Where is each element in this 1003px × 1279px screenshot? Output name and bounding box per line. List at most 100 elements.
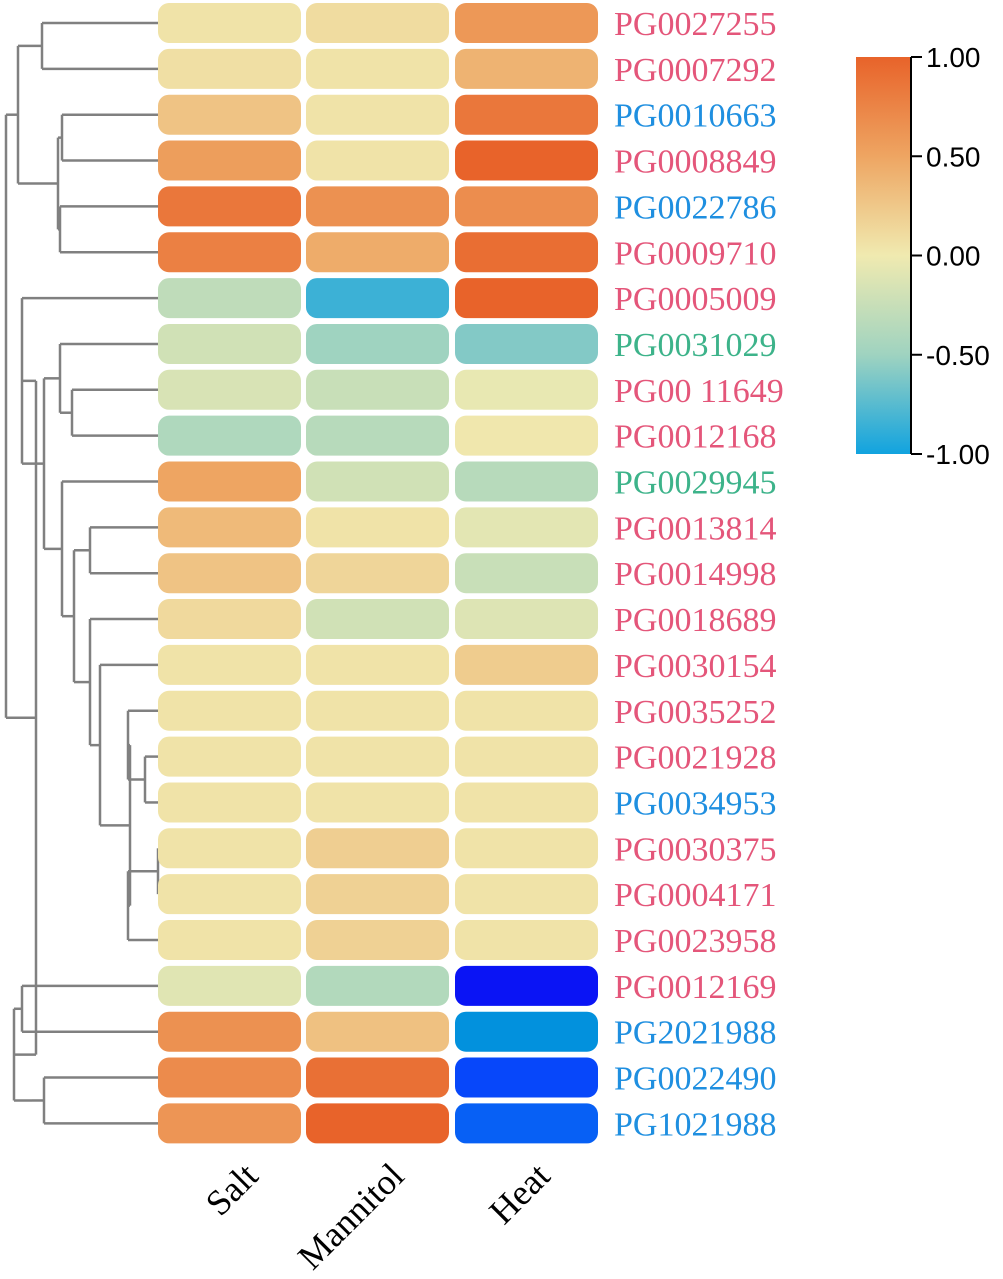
heatmap-cell (158, 461, 301, 502)
heatmap-cell (455, 94, 598, 135)
heatmap-cell (455, 278, 598, 319)
heatmap-cell (306, 3, 449, 43)
heatmap-cell (455, 48, 598, 89)
heatmap-cell (306, 690, 449, 731)
colorbar-tick-label: -1.00 (926, 439, 990, 470)
heatmap-cell (158, 3, 301, 43)
heatmap-cell (158, 507, 301, 548)
column-label-mannitol: Mannitol (290, 1155, 412, 1277)
heatmap-cell (158, 782, 301, 823)
gene-label: PG0027255 (614, 6, 776, 43)
gene-label: PG0021928 (614, 740, 776, 777)
heatmap-cell (158, 965, 301, 1006)
heatmap-cell (306, 553, 449, 594)
gene-label: PG0010663 (614, 98, 776, 135)
gene-label: PG0005009 (614, 281, 776, 318)
heatmap-cell (306, 461, 449, 502)
heatmap-cell (455, 690, 598, 731)
gene-label: PG0008849 (614, 144, 776, 181)
heatmap-cell (158, 278, 301, 319)
heatmap-cell (455, 186, 598, 227)
column-labels: Salt Mannitol Heat (198, 1155, 558, 1277)
heatmap-cell (306, 186, 449, 227)
heatmap-cell (158, 874, 301, 915)
heatmap-cell (158, 140, 301, 181)
gene-label: PG0031029 (614, 327, 776, 364)
heatmap-cell (455, 965, 598, 1006)
heatmap-cell (455, 1057, 598, 1098)
heatmap-cell (158, 369, 301, 410)
heatmap-cell (306, 1103, 449, 1144)
gene-label: PG0023958 (614, 923, 776, 960)
heatmap-cell (455, 507, 598, 548)
heatmap-cell (455, 828, 598, 869)
heatmap-cell (306, 599, 449, 640)
heatmap-cell (306, 140, 449, 181)
column-label-salt: Salt (198, 1155, 266, 1223)
heatmap-cell (158, 553, 301, 594)
heatmap-cell (158, 48, 301, 89)
heatmap-cell (306, 48, 449, 89)
heatmap-cell (455, 1103, 598, 1144)
heatmap-cell (455, 323, 598, 364)
heatmap-cell (455, 1011, 598, 1052)
gene-labels: PG0027255 PG0007292 PG0010663 PG0008849 PG00… (614, 6, 784, 1143)
gene-label: PG0018689 (614, 602, 776, 639)
heatmap-cell (158, 920, 301, 960)
colorbar-tick-label: -0.50 (926, 340, 990, 371)
heatmap-cell (306, 415, 449, 456)
heatmap-cell (158, 415, 301, 456)
heatmap-cell (455, 782, 598, 823)
heatmap-cell (158, 232, 301, 273)
heatmap-cell (306, 1057, 449, 1098)
heatmap-cell (158, 828, 301, 869)
heatmap-cells (158, 3, 598, 1144)
heatmap-cell (455, 232, 598, 273)
heatmap-cell (306, 507, 449, 548)
gene-label: PG0030154 (614, 648, 776, 685)
heatmap-cell (306, 369, 449, 410)
heatmap-cell (306, 736, 449, 777)
gene-label: PG0022490 (614, 1061, 776, 1098)
heatmap-cell (306, 644, 449, 685)
heatmap-cell (306, 782, 449, 823)
heatmap-cell (306, 278, 449, 319)
gene-label: PG0035252 (614, 694, 776, 731)
gene-label: PG0004171 (614, 877, 776, 914)
heatmap-cell (158, 186, 301, 227)
gene-label: PG0034953 (614, 785, 776, 822)
row-dendrogram (4, 21, 160, 1125)
heatmap-cell (455, 553, 598, 594)
heatmap-cell (306, 828, 449, 869)
gene-label: PG0013814 (614, 510, 776, 547)
heatmap-cell (158, 1011, 301, 1052)
gene-label: PG2021988 (614, 1015, 776, 1052)
gene-label: PG0012169 (614, 969, 776, 1006)
heatmap-cell (306, 1011, 449, 1052)
heatmap-cell (455, 644, 598, 685)
color-legend: 1.00 0.50 0.00 -0.50 -1.00 (856, 42, 990, 470)
gene-label: PG0007292 (614, 52, 776, 89)
colorbar-gradient (856, 57, 911, 454)
heatmap-cell (158, 599, 301, 640)
gene-label: PG0014998 (614, 556, 776, 593)
heatmap-cell (158, 323, 301, 364)
heatmap-cell (455, 920, 598, 960)
heatmap-cell (455, 3, 598, 43)
gene-label: PG0009710 (614, 235, 776, 272)
heatmap-cell (158, 1103, 301, 1144)
heatmap-cell (158, 94, 301, 135)
heatmap-cell (455, 736, 598, 777)
heatmap-cell (455, 415, 598, 456)
colorbar-tick-label: 1.00 (926, 42, 981, 73)
gene-label: PG1021988 (614, 1106, 776, 1143)
gene-label: PG00 11649 (614, 373, 784, 410)
gene-label: PG0030375 (614, 831, 776, 868)
heatmap-cell (306, 94, 449, 135)
heatmap-cell (455, 461, 598, 502)
colorbar-tick-label: 0.00 (926, 241, 981, 272)
heatmap-cell (158, 736, 301, 777)
heatmap-cell (306, 920, 449, 960)
colorbar-tick-label: 0.50 (926, 141, 981, 172)
